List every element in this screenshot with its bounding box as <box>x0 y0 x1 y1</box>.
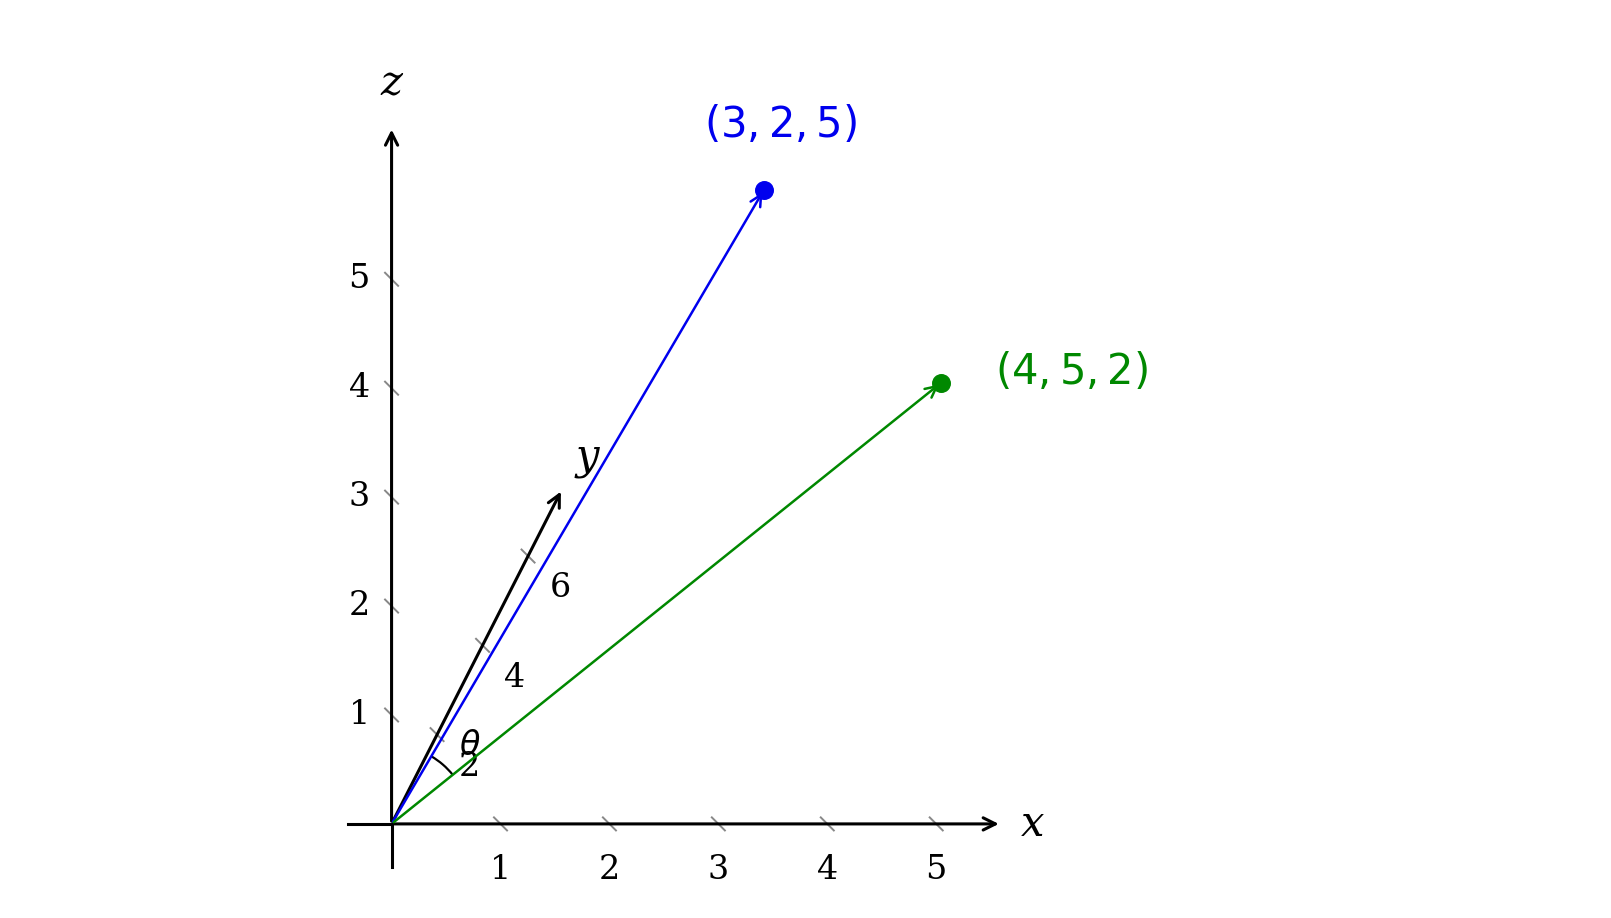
Text: 6: 6 <box>549 573 570 604</box>
Text: 5: 5 <box>926 855 947 887</box>
Text: 1: 1 <box>490 855 511 887</box>
Text: z: z <box>380 63 403 105</box>
Text: 4: 4 <box>817 855 838 887</box>
Text: $(4, 5, 2)$: $(4, 5, 2)$ <box>996 351 1149 393</box>
Text: $\theta$: $\theta$ <box>459 730 482 762</box>
Point <box>751 183 777 197</box>
Text: y: y <box>575 436 599 478</box>
Text: 2: 2 <box>599 855 620 887</box>
Text: 4: 4 <box>504 662 525 694</box>
Text: 2: 2 <box>459 751 480 783</box>
Text: x: x <box>1021 803 1044 845</box>
Text: 2: 2 <box>348 590 371 622</box>
Text: 4: 4 <box>348 372 371 404</box>
Point <box>928 375 954 390</box>
Text: 3: 3 <box>348 481 371 513</box>
Text: 5: 5 <box>348 263 371 296</box>
Text: 3: 3 <box>707 855 730 887</box>
Text: $(3, 2, 5)$: $(3, 2, 5)$ <box>704 105 857 146</box>
Text: 1: 1 <box>348 699 371 731</box>
